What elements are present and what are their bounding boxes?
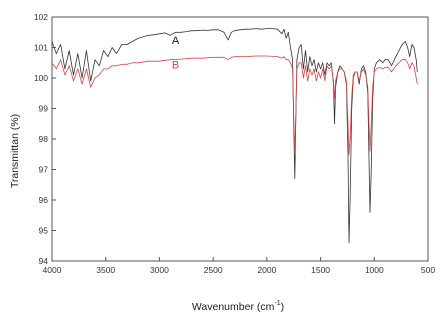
y-axis-ticks: 94 95 96 97 98 99 100 101 102 bbox=[34, 12, 56, 266]
x-axis-ticks: 4000 3500 3000 2500 2000 1500 1000 500 bbox=[43, 257, 435, 275]
y-tick-label: 95 bbox=[39, 226, 49, 236]
x-tick-label: 500 bbox=[421, 265, 435, 275]
y-axis-title: Transmittan (%) bbox=[9, 114, 21, 188]
x-tick-label: 2000 bbox=[257, 265, 276, 275]
y-tick-label: 100 bbox=[34, 73, 48, 83]
plot-area: 4000 3500 3000 2500 2000 1500 1000 500 94 95 96 97… bbox=[34, 12, 436, 275]
series-annotation-b: B bbox=[172, 59, 179, 71]
y-tick-label: 97 bbox=[39, 165, 49, 175]
y-tick-label: 102 bbox=[34, 12, 48, 22]
x-tick-label: 3000 bbox=[150, 265, 169, 275]
y-tick-label: 101 bbox=[34, 43, 48, 53]
x-tick-label: 1000 bbox=[365, 265, 384, 275]
y-tick-label: 99 bbox=[39, 104, 49, 114]
x-tick-label: 1500 bbox=[311, 265, 330, 275]
series-line-0 bbox=[51, 28, 418, 244]
series-layer bbox=[51, 28, 418, 244]
x-axis-title-main: Wavenumber (cm bbox=[192, 301, 275, 313]
annotations: AB bbox=[172, 35, 180, 71]
y-tick-label: 98 bbox=[39, 134, 49, 144]
series-annotation-a: A bbox=[172, 35, 180, 47]
x-tick-label: 3500 bbox=[96, 265, 115, 275]
x-tick-label: 2500 bbox=[204, 265, 223, 275]
x-axis-title: Wavenumber (cm-1) bbox=[192, 300, 284, 313]
series-line-1 bbox=[51, 55, 418, 155]
y-tick-label: 94 bbox=[39, 256, 49, 266]
x-axis-title-superscript: -1 bbox=[274, 300, 280, 307]
x-axis-title-end: ) bbox=[281, 301, 285, 313]
x-tick-label: 4000 bbox=[43, 265, 62, 275]
y-tick-label: 96 bbox=[39, 195, 49, 205]
